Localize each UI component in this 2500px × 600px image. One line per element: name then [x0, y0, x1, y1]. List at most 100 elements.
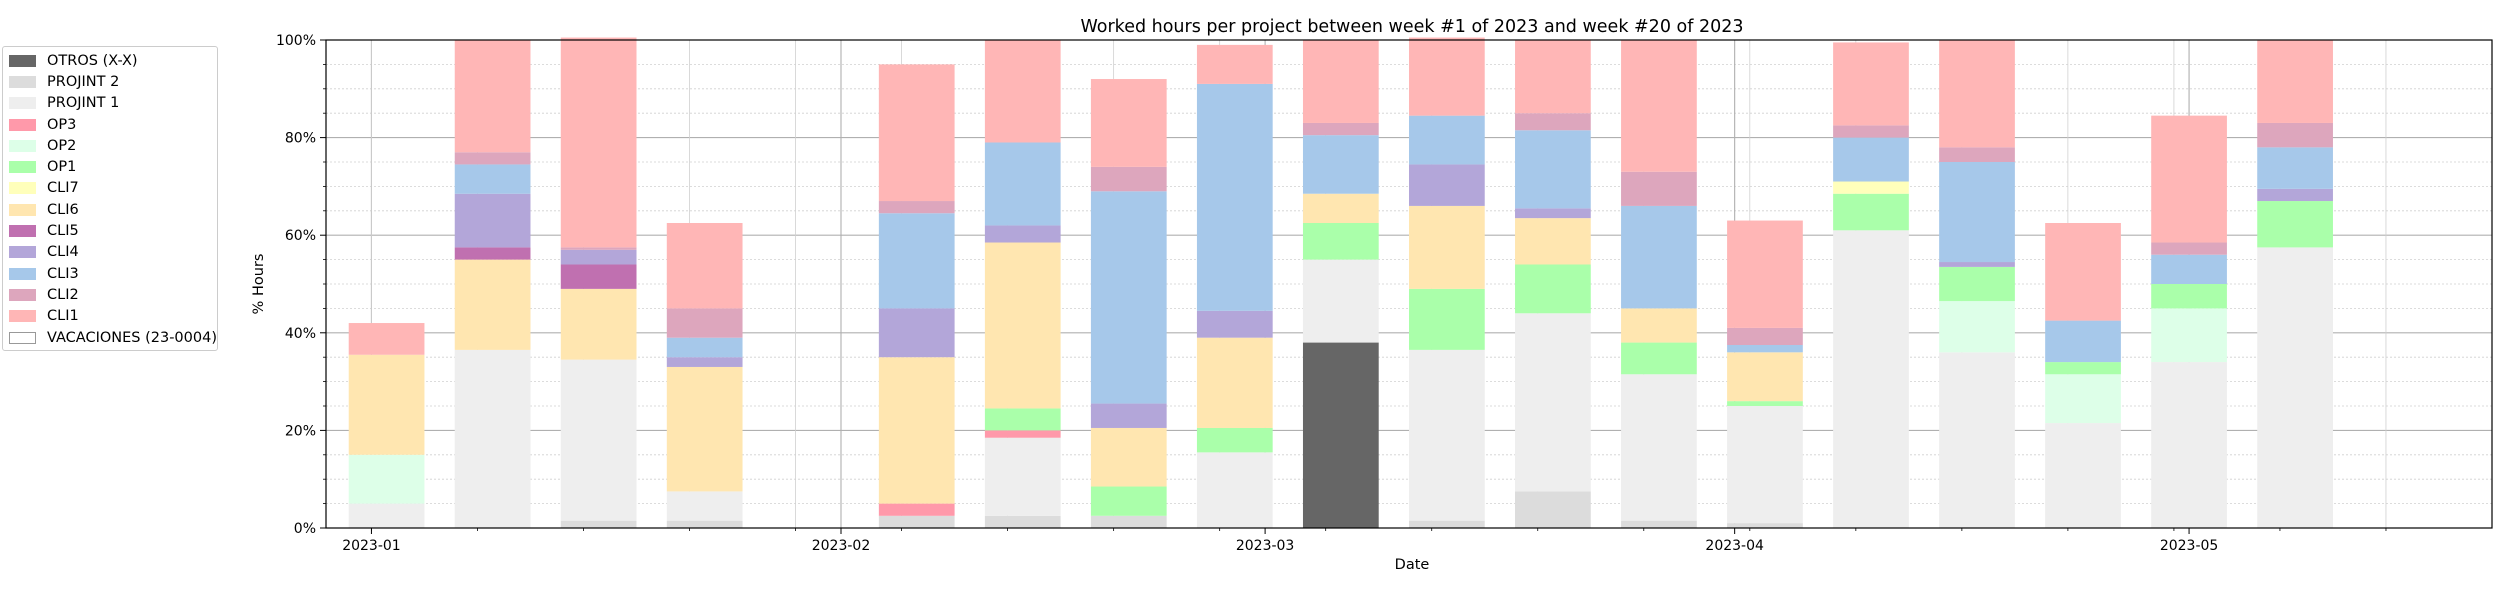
- bar-segment: [560, 520, 637, 528]
- bar-segment: [454, 349, 531, 528]
- bar-segment: [1090, 191, 1167, 404]
- bar-segment: [2257, 40, 2333, 123]
- legend-swatch: [9, 182, 36, 195]
- bar-segment: [2257, 201, 2333, 248]
- bar-segment: [984, 142, 1061, 226]
- bar-segment: [1090, 79, 1167, 167]
- bar-segment: [1090, 515, 1167, 528]
- bar-segment: [984, 40, 1061, 143]
- bar-segment: [1833, 230, 1909, 528]
- bar-segment: [1727, 327, 1803, 345]
- bar-segment: [1727, 345, 1803, 353]
- y-tick-label: 60%: [285, 228, 316, 244]
- bar-segment: [1515, 218, 1591, 265]
- legend-swatch: [9, 246, 36, 259]
- legend-item: PROJINT 1: [3, 93, 217, 114]
- bar-segment: [1515, 313, 1591, 492]
- legend-swatch: [9, 267, 36, 280]
- bar-segment: [666, 223, 743, 309]
- legend-label: CLI2: [47, 286, 79, 303]
- bar-segment: [560, 37, 637, 248]
- legend-swatch: [9, 225, 36, 238]
- bar-segment: [878, 357, 955, 504]
- x-axis-label: Date: [1395, 557, 1430, 573]
- x-tick-label: 2023-02: [812, 538, 871, 554]
- bar-segment: [1939, 352, 2015, 528]
- bar-segment: [1196, 427, 1273, 453]
- legend-item: VACACIONES (23-0004): [3, 327, 217, 348]
- bar-segment: [560, 264, 637, 289]
- bar-segment: [454, 40, 531, 153]
- bar-segment: [1515, 113, 1591, 131]
- bar-segment: [1939, 40, 2015, 148]
- bar-segment: [2151, 254, 2227, 284]
- bar-segment: [1515, 130, 1591, 209]
- bar-segment: [1727, 406, 1803, 524]
- x-tick-label: 2023-04: [1705, 538, 1764, 554]
- bar-segment: [1302, 122, 1379, 136]
- legend-item: CLI6: [3, 199, 217, 220]
- bar-segment: [1621, 374, 1697, 521]
- bar-segment: [1196, 452, 1273, 528]
- legend: OTROS (X-X) PROJINT 2 PROJINT 1 OP3 OP2 OP1 CL…: [2, 46, 218, 352]
- bar-segment: [1727, 401, 1803, 406]
- bar-segment: [1090, 166, 1167, 192]
- bar-segment: [984, 225, 1061, 243]
- legend-item: CLI2: [3, 284, 217, 305]
- bar-segment: [1409, 164, 1485, 206]
- bar-segment: [1939, 162, 2015, 263]
- legend-label: CLI6: [47, 201, 79, 218]
- legend-swatch: [9, 161, 36, 174]
- bar-segment: [1090, 486, 1167, 516]
- legend-swatch: [9, 310, 36, 323]
- bar-segment: [1939, 266, 2015, 302]
- bar-segment: [454, 259, 531, 350]
- bar-segment: [1302, 259, 1379, 343]
- bar-segment: [2045, 362, 2121, 375]
- bar-segment: [984, 437, 1061, 516]
- bar-segment: [348, 454, 425, 504]
- bar-segment: [878, 503, 955, 516]
- bar-segment: [878, 213, 955, 309]
- bar-segment: [1090, 427, 1167, 487]
- legend-item: OP3: [3, 114, 217, 135]
- legend-swatch: [9, 97, 36, 110]
- bar-segment: [1939, 301, 2015, 353]
- bar-segment: [2257, 147, 2333, 189]
- bar-segment: [1833, 181, 1909, 194]
- bar-segment: [1621, 308, 1697, 343]
- bar-segment: [1409, 288, 1485, 350]
- bar-segment: [1196, 337, 1273, 428]
- legend-swatch: [9, 139, 36, 152]
- legend-label: CLI7: [47, 180, 79, 197]
- bar-segment: [2257, 247, 2333, 528]
- bar-segment: [1409, 520, 1485, 528]
- legend-label: CLI1: [47, 308, 79, 325]
- bar-segment: [1409, 37, 1485, 116]
- bar-segment: [1621, 205, 1697, 309]
- bar-segment: [1833, 193, 1909, 231]
- bar-segment: [2257, 188, 2333, 202]
- y-tick-label: 40%: [285, 326, 316, 342]
- bar-segment: [666, 357, 743, 367]
- x-tick-label: 2023-05: [2160, 538, 2219, 554]
- bar-segment: [1621, 40, 1697, 172]
- legend-label: CLI5: [47, 223, 79, 240]
- legend-item: OTROS (X-X): [3, 50, 217, 71]
- bar-segment: [1833, 42, 1909, 126]
- bar-segment: [454, 164, 531, 194]
- bar-segment: [2151, 308, 2227, 363]
- bar-segment: [1621, 342, 1697, 375]
- bar-segment: [1302, 223, 1379, 260]
- axes: 0% 20% 40% 60% 80% 100% 2023-01 2023-02 2023-03 2…: [276, 33, 2387, 554]
- bar-segment: [878, 308, 955, 358]
- legend-swatch: [9, 203, 36, 216]
- bar-segment: [2151, 242, 2227, 255]
- bar-segment: [348, 503, 425, 528]
- bar-segment: [2045, 320, 2121, 363]
- bar-segment: [2257, 122, 2333, 148]
- bar-segment: [1621, 520, 1697, 528]
- bar-segment: [1939, 262, 2015, 267]
- bar-segment: [1515, 40, 1591, 114]
